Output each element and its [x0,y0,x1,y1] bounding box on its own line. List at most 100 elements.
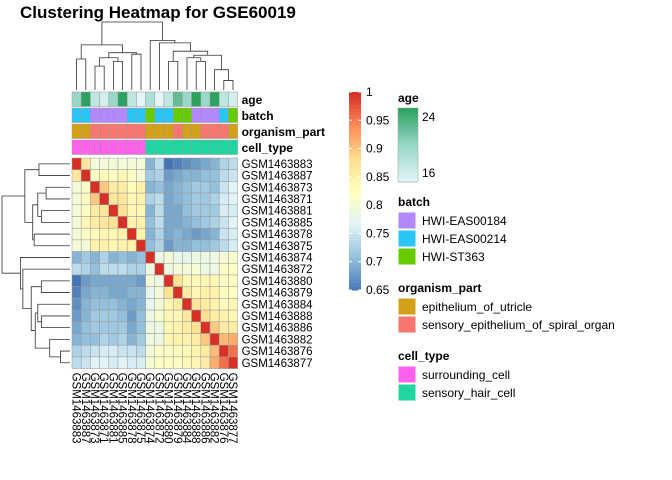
dendrogram-branch [40,315,70,329]
heatmap-cell [145,251,156,264]
heatmap-cell [182,169,192,182]
heatmap-cell [108,227,119,241]
heatmap-cell [218,192,229,206]
heatmap-cell [90,239,100,252]
heatmap-cell [90,227,100,241]
row-label: GSM1463876 [242,346,313,358]
heatmap-cell [163,216,174,229]
dendrogram-branch [131,53,142,90]
column-label: GSM1463883 [70,373,82,444]
column-label: GSM1463884 [180,373,192,445]
annotation-cell [117,123,128,139]
heatmap-cell [228,274,238,287]
colorbar-segment [349,273,361,278]
colorbar-segment [349,108,361,113]
heatmap-cell [136,333,146,346]
heatmap-cell [182,274,192,287]
heatmap-cell [136,204,146,217]
dendrogram-branch [76,58,87,90]
row-label: GSM1463878 [242,229,313,241]
heatmap-cell [136,181,146,194]
dendrogram-branch [108,52,137,58]
annotation-cell [99,123,110,139]
column-label: GSM1463876 [217,373,229,444]
heatmap-cell [209,344,220,358]
dendrogram-branch [1,195,25,274]
heatmap-cell [117,251,128,264]
heatmap-cell [172,227,183,241]
colorbar-segment [349,131,361,136]
heatmap-cell [136,321,146,334]
heatmap-cell [99,181,110,194]
heatmap-cell [154,192,165,206]
heatmap-cell [108,333,119,346]
annotation-cell [108,139,119,155]
colorbar-tick-label: 0.65 [366,283,390,297]
heatmap-cell [90,344,100,358]
row-label: GSM1463884 [242,299,314,311]
heatmap-cell [126,216,137,229]
heatmap-cell [71,181,82,194]
heatmap-cell [163,286,174,299]
heatmap-cell [200,298,211,311]
row-dendrogram [1,163,70,364]
annotation-cell [90,107,100,123]
row-label: GSM1463881 [242,206,313,218]
heatmap-cell [200,309,211,323]
heatmap-cell [126,344,137,358]
heatmap-cell [154,344,165,358]
heatmap-cell [218,309,229,323]
heatmap-cell [90,333,100,346]
heatmap-cell [136,274,146,287]
heatmap-cell [126,263,137,276]
colorbar-segment [349,197,361,202]
annotation-cell [145,139,156,155]
heatmap-cell [90,169,100,182]
column-label: GSM1463880 [162,373,174,444]
dendrogram-branch [22,268,70,310]
heatmap-cell [99,286,110,299]
annotation-cell [126,91,137,107]
colorbar-segment [349,266,361,271]
legend-label: HWI-EAS00214 [422,232,507,246]
age-gradient-segment [398,130,418,133]
heatmap-cell [228,321,238,334]
heatmap-cell [117,344,128,358]
heatmap-cell [172,344,183,358]
heatmap-cell [172,169,183,182]
heatmap-cell [191,192,202,206]
legend-swatch [397,229,417,248]
heatmap-cell [108,263,119,276]
heatmap-cell [172,298,183,311]
heatmap-cell [117,181,128,194]
heatmap-cell [117,274,128,287]
colorbar-segment [349,217,361,222]
heatmap-cell [191,251,202,264]
heatmap-cell [99,239,110,252]
annotation-cell [145,123,156,139]
heatmap-cell [154,333,165,346]
colorbar-segment [349,181,361,185]
heatmap-cell [228,309,238,323]
heatmap-cell [191,321,202,334]
annotation-cell [80,91,91,107]
heatmap-cell [99,192,110,206]
heatmap-cell [108,356,119,369]
heatmap-cell [145,298,156,311]
colorbar-tick-label: 0.95 [366,113,390,127]
heatmap-cell [99,169,110,182]
annotation-cell [99,91,110,107]
age-gradient-segment [398,120,418,124]
heatmap-cell [90,204,100,217]
heatmap-cell [145,274,156,287]
color-scale-legend: 1 0.95 0.9 0.85 0.8 0.75 0.7 0.65 [349,85,390,297]
heatmap-cell [126,204,137,217]
colorbar-segment [349,115,361,119]
heatmap-cell [163,274,174,287]
heatmap-cell [209,286,220,299]
age-gradient-segment [398,126,418,129]
heatmap-cell [228,344,238,358]
heatmap-cell [90,181,100,194]
annotation-cell [172,139,183,155]
annotation-cell [136,91,146,107]
